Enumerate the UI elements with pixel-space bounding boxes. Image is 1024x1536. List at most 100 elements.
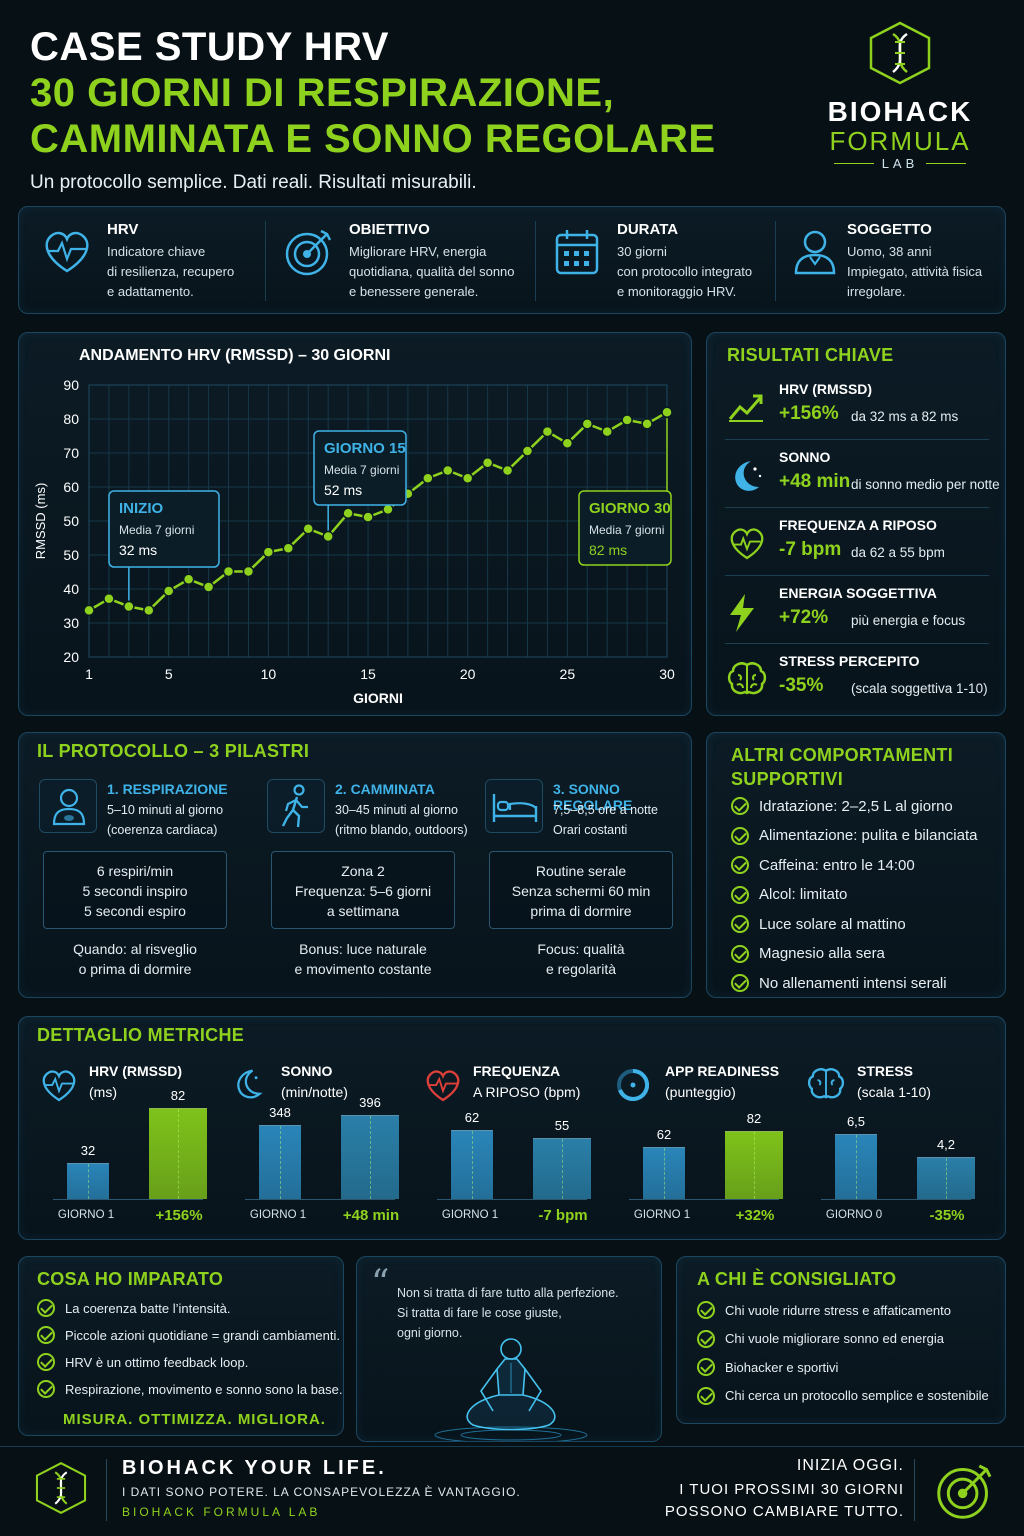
x-tick-label: 10	[261, 666, 277, 682]
annotation-value: 82 ms	[589, 542, 627, 558]
metric-bar-value: 6,5	[846, 1114, 866, 1129]
pillar-detail-line: 6 respiri/min	[96, 863, 174, 879]
metric-unit: A RIPOSO (bpm)	[473, 1084, 581, 1100]
y-axis-label: RMSSD (ms)	[33, 483, 48, 560]
check-list-item: Chi cerca un protocollo semplice e soste…	[697, 1386, 989, 1405]
check-circle-icon	[697, 1329, 715, 1348]
metric-label: APP READINESS	[665, 1063, 780, 1079]
quote-line3: ogni giorno.	[397, 1326, 463, 1340]
hrv-point	[322, 530, 334, 543]
check-item-text: Biohacker e sportivi	[725, 1359, 839, 1375]
x-tick-label: 5	[165, 666, 173, 682]
brand-line1: BIOHACK	[827, 96, 973, 127]
hrv-point	[601, 425, 613, 438]
check-circle-icon	[37, 1299, 55, 1317]
pillar-line1: 7,5–8,5 ore a notte	[553, 803, 658, 817]
metric-bar-after	[149, 1108, 207, 1199]
pillar-detail-box: 6 respiri/min 5 secondi inspiro 5 secondi …	[43, 851, 227, 929]
info-obiettivo-title: OBIETTIVO	[349, 221, 430, 238]
y-tick-label: 60	[63, 479, 79, 495]
footer-dna-icon	[35, 1461, 87, 1515]
hrv-point	[521, 445, 534, 457]
lightning-icon	[727, 593, 757, 633]
check-list-item: Luce solare al mattino	[731, 915, 906, 933]
footer-cta-line2: I TUOI PROSSIMI 30 GIORNI	[679, 1481, 904, 1498]
title-line3: CAMMINATA E SONNO REGOLARE	[30, 117, 716, 161]
hrv-point	[222, 565, 235, 578]
check-item-text: Alcol: limitato	[759, 886, 848, 903]
check-circle-icon	[731, 856, 749, 874]
check-item-text: HRV è un ottimo feedback loop.	[65, 1354, 249, 1370]
annotation-value: 52 ms	[324, 482, 362, 498]
check-circle-icon	[37, 1326, 55, 1344]
pillar-detail-line: Routine serale	[535, 863, 627, 879]
metric-bar-before	[451, 1130, 493, 1199]
annotation-title: INIZIO	[119, 500, 163, 517]
pillar-detail-line: Zona 2	[341, 863, 385, 879]
hrv-point	[282, 542, 295, 554]
hrv-point	[123, 600, 135, 613]
check-list-item: Biohacker e sportivi	[697, 1358, 838, 1376]
footer-target-icon	[937, 1464, 992, 1519]
footer-brand: BIOHACK FORMULA LAB	[122, 1505, 321, 1519]
pillar-detail-line: Senza schermi 60 min	[511, 883, 651, 899]
quote-line1: Non si tratta di fare tutto alla perfezi…	[397, 1286, 619, 1300]
check-item-text: Respirazione, movimento e sonno sono la …	[65, 1381, 343, 1397]
check-list-item: Idratazione: 2–2,5 L al giorno	[731, 797, 953, 815]
moon-icon	[231, 1067, 265, 1101]
result-label: SONNO	[779, 449, 831, 465]
metric-bar-after	[725, 1131, 783, 1199]
check-item-text: Caffeina: entro le 14:00	[759, 856, 915, 874]
hrv-point	[661, 406, 673, 418]
info-hrv	[41, 227, 93, 275]
y-tick-label: 20	[63, 649, 79, 665]
check-circle-icon	[697, 1301, 715, 1319]
metric-base-label: GIORNO 1	[57, 1209, 115, 1221]
check-list-item: Chi vuole migliorare sonno ed energia	[697, 1329, 944, 1348]
recommended-title: A CHI È CONSIGLIATO	[697, 1269, 897, 1289]
check-item-text: No allenamenti intensi serali	[759, 974, 947, 992]
brand-line2: FORMULA	[829, 126, 971, 156]
metric-bar-value: 82	[170, 1088, 186, 1103]
hrv-point	[103, 592, 115, 605]
gauge-icon	[615, 1067, 651, 1103]
y-tick-label: 90	[63, 377, 79, 393]
pillar-line1: 30–45 minuti al giorno	[335, 803, 458, 817]
footer-slogan: BIOHACK YOUR LIFE.	[122, 1457, 387, 1479]
title-line1: CASE STUDY HRV	[30, 25, 389, 69]
pillar-detail-line: 5 secondi espiro	[84, 903, 186, 919]
brand-logo: BIOHACK FORMULA LAB	[800, 20, 1000, 190]
check-list-item: Piccole azioni quotidiane = grandi cambi…	[37, 1326, 340, 1344]
annotation-box	[313, 430, 407, 506]
y-tick-label: 40	[63, 581, 79, 597]
annotation-box	[108, 490, 220, 568]
metric-bar-after	[917, 1157, 975, 1199]
check-circle-icon	[731, 885, 749, 904]
behaviors-title-2: SUPPORTIVI	[731, 769, 844, 789]
learned-panel: COSA HO IMPARATO MISURA. OTTIMIZZA. MIGL…	[18, 1256, 344, 1436]
info-durata	[553, 227, 601, 277]
pillar-detail-line: 5 secondi inspiro	[82, 883, 188, 899]
metric-bar-value: 55	[554, 1118, 570, 1133]
metric-bar-value: 348	[269, 1105, 291, 1120]
breathing-person-icon	[39, 779, 97, 833]
metric-bar-value: 82	[746, 1111, 762, 1126]
pillar-footer-line1: Bonus: luce naturale	[299, 941, 427, 957]
hrv-chart-panel: ANDAMENTO HRV (RMSSD) – 30 GIORNI 20 30 40…	[18, 332, 692, 716]
annotation-line1: Media 7 giorni	[119, 523, 194, 537]
metric-delta: -35%	[929, 1207, 965, 1224]
pillar-footer-line1: Quando: al risveglio	[73, 941, 197, 957]
pillar-footer-line1: Focus: qualità	[537, 941, 625, 957]
annotation-value: 32 ms	[119, 542, 157, 558]
hrv-point	[501, 464, 514, 477]
pillar-footer-line2: e regolarità	[545, 961, 617, 977]
brain-icon	[727, 661, 767, 697]
y-tick-label: 50	[63, 513, 79, 529]
check-item-text: Chi vuole migliorare sonno ed energia	[725, 1331, 944, 1346]
target-icon	[285, 229, 332, 276]
hrv-point	[621, 414, 633, 426]
pillar-title: 1. RESPIRAZIONE	[107, 781, 228, 797]
x-tick-label: 30	[659, 666, 675, 682]
annotation-line1: Media 7 giorni	[589, 523, 664, 537]
brain-icon	[807, 1067, 845, 1101]
